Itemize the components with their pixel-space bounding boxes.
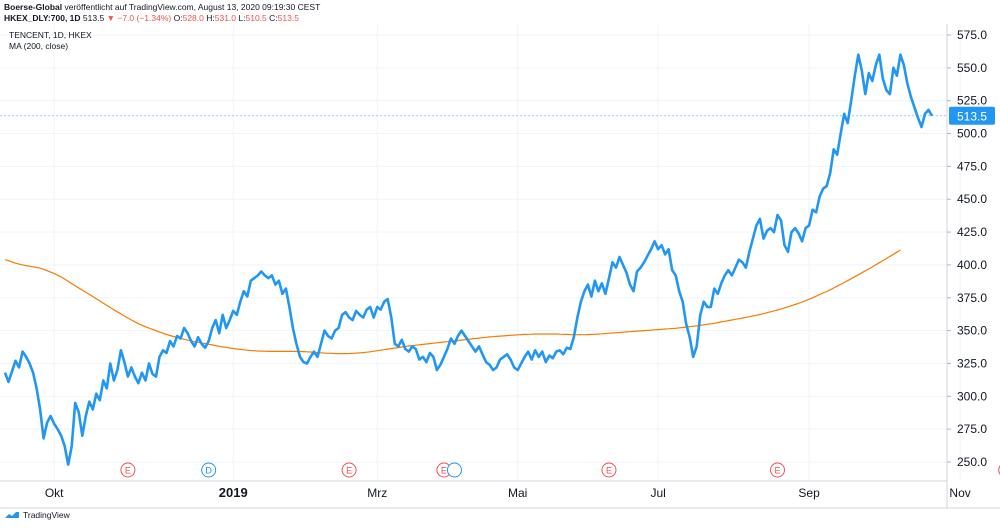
publisher-name: Boerse-Global [4, 2, 63, 12]
low-value: 510.5 [245, 13, 267, 23]
y-tick-label: 250.0 [957, 455, 987, 469]
last-price-label: 513.5 [957, 109, 987, 123]
y-tick-label: 375.0 [957, 291, 987, 305]
event-label: E [346, 466, 352, 476]
y-tick-label: 525.0 [957, 94, 987, 108]
event-label: E [441, 466, 447, 476]
y-tick-label: 325.0 [957, 356, 987, 370]
y-tick-label: 475.0 [957, 159, 987, 173]
close-value: 513.5 [277, 13, 299, 23]
event-label: E [774, 466, 780, 476]
y-tick-label: 500.0 [957, 127, 987, 141]
last-price-tag: 513.5 [949, 106, 995, 125]
grid [0, 24, 961, 481]
y-tick-label: 275.0 [957, 422, 987, 436]
footer-brand: TradingView [23, 510, 70, 520]
y-tick-label: 350.0 [957, 324, 987, 338]
legend: TENCENT, 1D, HKEX MA (200, close) [9, 30, 92, 52]
series [3, 53, 934, 466]
x-tick-label: Nov [949, 486, 970, 500]
event-marker[interactable] [601, 462, 617, 478]
event-label: E [125, 466, 131, 476]
x-axis: Okt2019MrzMaiJulSepNov2020MrzMaiJul24 [45, 485, 971, 500]
high-label: H: [206, 13, 215, 23]
y-axis: 250.0 275.0 300.0 325.0 350.0 375.0 400.0 425.0… [947, 28, 987, 469]
y-tick-label: 550.0 [957, 61, 987, 75]
y-tick-label: 300.0 [957, 389, 987, 403]
open-value: 528.0 [182, 13, 204, 23]
x-tick-label: Jul [650, 486, 665, 500]
event-label: E [606, 466, 612, 476]
price-line [3, 53, 934, 466]
x-tick-label: Okt [45, 486, 64, 500]
open-label: O: [173, 13, 183, 23]
events: EDEEEEEEE [120, 462, 1000, 478]
y-tick-label: 425.0 [957, 225, 987, 239]
event-marker[interactable] [341, 462, 357, 478]
last-price-box [949, 106, 995, 125]
event-overlap-marker[interactable] [446, 462, 462, 478]
chart-background [0, 24, 1000, 528]
event-marker[interactable] [120, 462, 136, 478]
symbol-label: HKEX_DLY:700, 1D [4, 13, 81, 23]
low-label: L: [238, 13, 246, 23]
published-text: veröffentlicht auf TradingView.com, Augu… [64, 2, 321, 12]
x-tick-label: Sep [798, 486, 820, 500]
y-tick-label: 450.0 [957, 192, 987, 206]
tradingview-logo-icon [5, 512, 19, 518]
x-tick-label: 2019 [219, 485, 248, 500]
close-label: C: [269, 13, 278, 23]
event-marker[interactable] [201, 462, 217, 478]
y-tick-label: 575.0 [957, 28, 987, 42]
change-value: ▼ −7.0 (−1.34%) [106, 13, 172, 23]
legend-title: TENCENT, 1D, HKEX [9, 30, 92, 40]
y-tick-label: 400.0 [957, 258, 987, 272]
publish-header: Boerse-Global veröffentlicht auf Trading… [4, 2, 320, 13]
ticker-line: HKEX_DLY:700, 1D 513.5 ▼ −7.0 (−1.34%) O… [4, 13, 299, 24]
high-value: 531.0 [214, 13, 237, 23]
event-label: D [205, 466, 212, 476]
footer: TradingView [4, 510, 70, 520]
legend-ma: MA (200, close) [9, 41, 69, 51]
event-marker[interactable] [770, 462, 785, 478]
last-value: 513.5 [82, 13, 105, 23]
x-tick-label: Mrz [367, 486, 387, 500]
x-tick-label: Mai [508, 486, 527, 500]
